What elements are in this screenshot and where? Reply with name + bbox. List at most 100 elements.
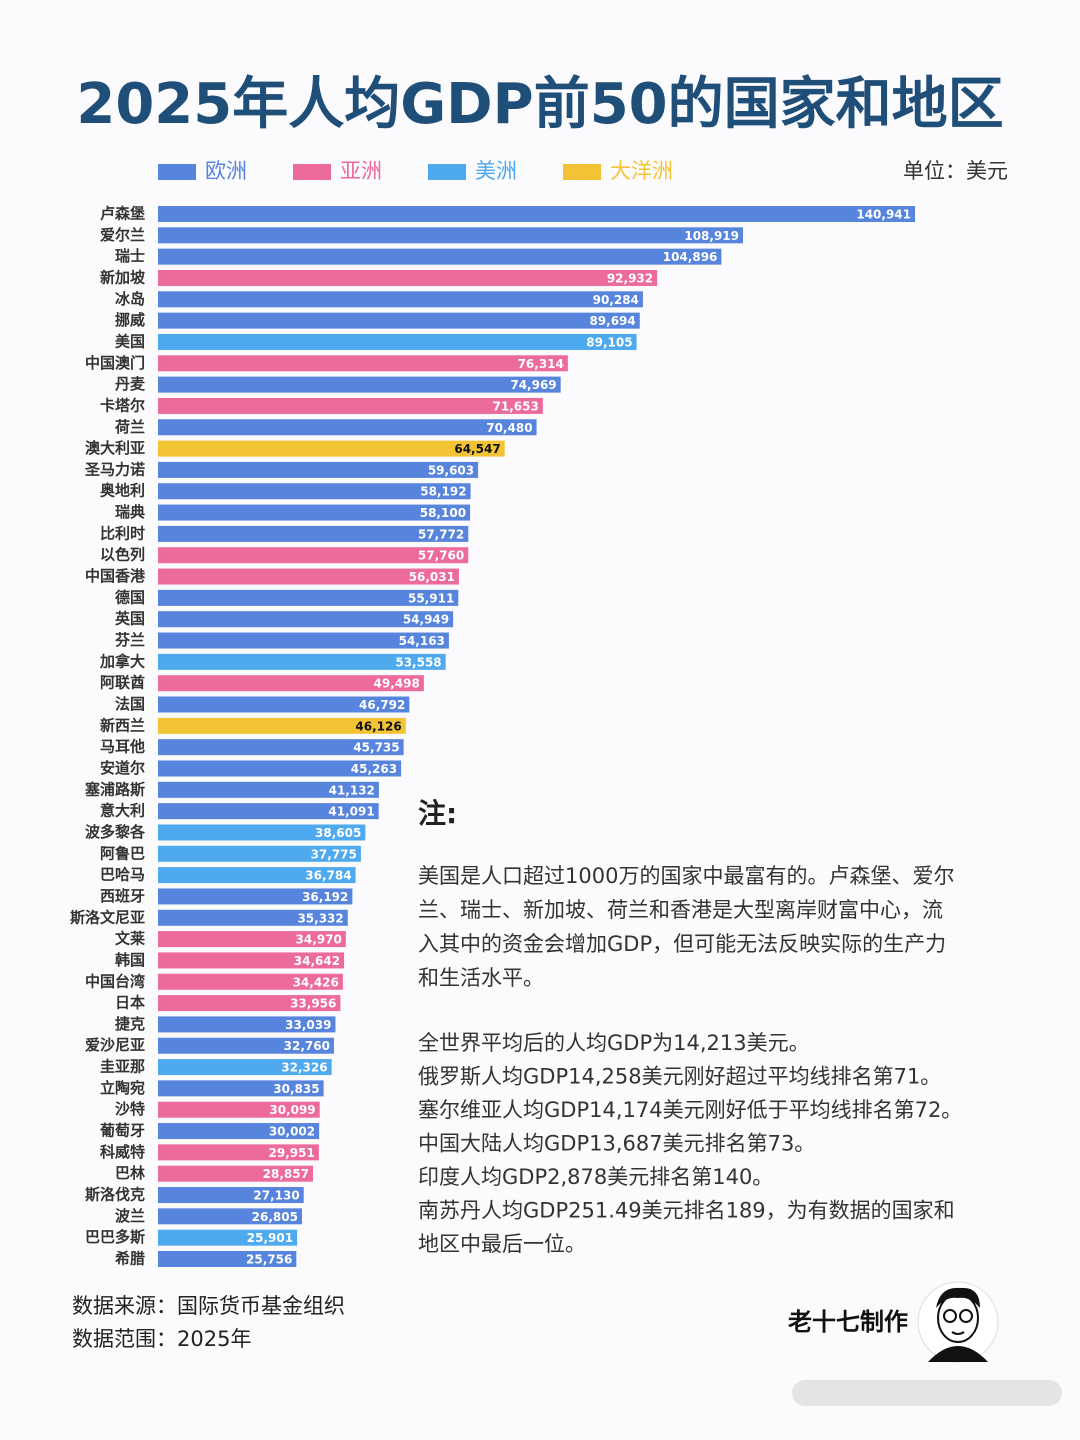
category-label: 科威特 bbox=[100, 1143, 145, 1161]
bar bbox=[158, 248, 722, 265]
bar bbox=[158, 1144, 319, 1161]
value-label: 71,653 bbox=[493, 399, 539, 413]
value-label: 27,130 bbox=[253, 1189, 299, 1203]
value-label: 30,835 bbox=[273, 1082, 319, 1096]
bar bbox=[158, 333, 637, 350]
value-label: 26,805 bbox=[252, 1210, 298, 1224]
bar bbox=[158, 995, 341, 1012]
bar bbox=[158, 504, 471, 521]
bar bbox=[158, 803, 379, 820]
category-label: 中国香港 bbox=[85, 567, 146, 585]
value-label: 46,792 bbox=[359, 698, 405, 712]
category-label: 德国 bbox=[115, 588, 145, 606]
bar bbox=[158, 1016, 336, 1033]
bar bbox=[158, 483, 471, 500]
bar bbox=[158, 1123, 320, 1140]
category-label: 美国 bbox=[115, 332, 145, 350]
category-label: 挪威 bbox=[115, 311, 145, 329]
bar bbox=[158, 525, 469, 542]
value-label: 38,605 bbox=[315, 826, 361, 840]
bar bbox=[158, 376, 561, 393]
note-line: 和生活水平。 bbox=[418, 966, 544, 990]
value-label: 76,314 bbox=[518, 357, 564, 371]
bar bbox=[158, 632, 449, 649]
category-label: 法国 bbox=[115, 695, 145, 713]
note-line: 地区中最后一位。 bbox=[418, 1232, 586, 1256]
legend-label: 欧洲 bbox=[205, 159, 247, 183]
value-label: 108,919 bbox=[684, 229, 739, 243]
note-line: 南苏丹人均GDP251.49美元排名189，为有数据的国家和 bbox=[418, 1199, 955, 1223]
bar bbox=[158, 1101, 320, 1118]
category-label: 斯洛文尼亚 bbox=[70, 908, 145, 926]
value-label: 92,932 bbox=[607, 271, 653, 285]
chart-title: 2025年人均GDP前50的国家和地区 bbox=[76, 72, 1003, 137]
category-label: 冰岛 bbox=[115, 290, 145, 308]
source: 数据来源：国际货币基金组织 bbox=[72, 1294, 345, 1318]
value-label: 74,969 bbox=[510, 378, 556, 392]
bar bbox=[158, 568, 459, 585]
category-label: 波多黎各 bbox=[85, 823, 146, 841]
category-label: 芬兰 bbox=[115, 631, 145, 649]
value-label: 70,480 bbox=[486, 421, 532, 435]
author: 老十七制作 bbox=[788, 1308, 908, 1336]
category-label: 马耳他 bbox=[100, 738, 145, 756]
legend-label: 大洋洲 bbox=[610, 159, 673, 183]
bar bbox=[158, 291, 643, 308]
note-line: 入其中的资金会增加GDP，但可能无法反映实际的生产力 bbox=[418, 932, 946, 956]
bar bbox=[158, 717, 406, 734]
bar bbox=[158, 653, 446, 670]
legend-swatch bbox=[293, 164, 331, 180]
value-label: 36,784 bbox=[305, 869, 351, 883]
bar bbox=[158, 312, 640, 329]
category-label: 巴哈马 bbox=[100, 866, 145, 884]
bar bbox=[158, 739, 404, 756]
bar bbox=[158, 909, 348, 926]
value-label: 41,091 bbox=[328, 805, 374, 819]
category-label: 圣马力诺 bbox=[84, 460, 145, 478]
legend-swatch bbox=[563, 164, 601, 180]
legend-swatch bbox=[428, 164, 466, 180]
value-label: 59,603 bbox=[428, 463, 474, 477]
legend-label: 美洲 bbox=[475, 159, 517, 183]
legend-label: 亚洲 bbox=[340, 159, 382, 183]
category-label: 巴巴多斯 bbox=[85, 1228, 145, 1246]
value-label: 36,192 bbox=[302, 890, 348, 904]
bar bbox=[158, 355, 568, 372]
category-label: 爱沙尼亚 bbox=[85, 1036, 145, 1054]
category-label: 文莱 bbox=[115, 930, 145, 948]
value-label: 34,642 bbox=[294, 954, 340, 968]
category-label: 新加坡 bbox=[100, 268, 145, 286]
value-label: 58,100 bbox=[420, 506, 466, 520]
bar bbox=[158, 1187, 304, 1204]
bar bbox=[158, 1080, 324, 1097]
value-label: 30,099 bbox=[269, 1103, 315, 1117]
value-label: 57,772 bbox=[418, 527, 464, 541]
category-label: 荷兰 bbox=[115, 418, 145, 436]
bar bbox=[158, 781, 379, 798]
avatar bbox=[917, 1281, 999, 1363]
value-label: 45,735 bbox=[353, 741, 399, 755]
value-label: 32,326 bbox=[281, 1061, 327, 1075]
category-label: 斯洛伐克 bbox=[85, 1186, 145, 1204]
value-label: 25,901 bbox=[247, 1231, 293, 1245]
category-label: 阿鲁巴 bbox=[100, 844, 145, 862]
category-label: 卡塔尔 bbox=[100, 396, 145, 414]
note-title: 注: bbox=[418, 797, 457, 830]
value-label: 28,857 bbox=[263, 1167, 309, 1181]
value-label: 30,002 bbox=[269, 1125, 315, 1139]
bar bbox=[158, 675, 424, 692]
bar bbox=[158, 824, 366, 841]
value-label: 29,951 bbox=[269, 1146, 315, 1160]
value-label: 49,498 bbox=[374, 677, 420, 691]
bar bbox=[158, 845, 361, 862]
category-label: 加拿大 bbox=[99, 652, 145, 670]
value-label: 45,263 bbox=[351, 762, 397, 776]
category-label: 巴林 bbox=[115, 1164, 146, 1182]
bar bbox=[158, 419, 537, 436]
category-label: 立陶宛 bbox=[100, 1079, 145, 1097]
value-label: 57,760 bbox=[418, 549, 464, 563]
bar bbox=[158, 1208, 302, 1225]
value-label: 89,694 bbox=[589, 314, 635, 328]
bar bbox=[158, 888, 353, 905]
